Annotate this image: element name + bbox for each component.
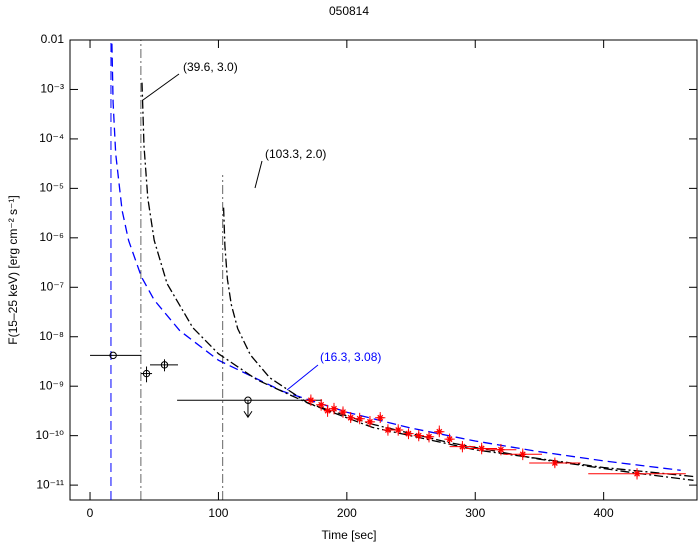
data-point (394, 426, 402, 434)
data-point (415, 432, 423, 440)
y-tick-label: 10⁻³ (40, 82, 64, 96)
y-tick-label: 10⁻⁴ (39, 131, 64, 145)
data-point (446, 435, 454, 443)
data-point (633, 470, 641, 478)
data-point (519, 450, 527, 458)
data-point (109, 351, 117, 360)
annotation: (16.3, 3.08) (320, 350, 381, 364)
data-point (307, 396, 315, 404)
data-point (142, 369, 151, 378)
data-point (330, 405, 338, 413)
data-point (497, 446, 505, 454)
model-curve (111, 43, 681, 471)
y-tick-label: 10⁻⁸ (39, 329, 64, 343)
x-tick-label: 100 (208, 506, 228, 520)
annotation-arrow (286, 364, 319, 391)
annotation-arrow (254, 160, 263, 189)
y-tick-label: 10⁻⁶ (39, 230, 64, 244)
annotation: (39.6, 3.0) (183, 60, 238, 74)
upper-limit-arrow (243, 400, 253, 419)
data-point (551, 459, 559, 467)
x-tick-label: 300 (465, 506, 485, 520)
data-point (366, 418, 374, 426)
marker (142, 369, 151, 378)
data-point (404, 430, 412, 438)
y-tick-label: 0.01 (41, 32, 65, 46)
data-point (324, 407, 332, 415)
y-tick-label: 10⁻¹⁰ (36, 428, 65, 442)
x-axis-label: Time [sec] (322, 528, 377, 542)
y-tick-label: 10⁻⁹ (39, 378, 64, 392)
marker (160, 361, 169, 369)
y-axis-label: F(15–25 keV) [erg cm⁻² s⁻¹] (6, 195, 20, 344)
y-tick-label: 10⁻⁵ (39, 181, 64, 195)
data-point (425, 433, 433, 441)
data-point (317, 401, 325, 409)
x-tick-label: 0 (87, 506, 94, 520)
model-curve (222, 207, 694, 478)
y-tick-label: 10⁻¹¹ (36, 477, 64, 491)
upper-limit (243, 396, 253, 419)
marker (109, 351, 117, 360)
plot-frame (69, 39, 698, 501)
data-point (339, 408, 347, 416)
x-tick-label: 200 (337, 506, 357, 520)
data-point (478, 444, 486, 452)
chart-title: 050814 (329, 4, 369, 18)
x-tick-label: 400 (594, 506, 614, 520)
plot-area (90, 40, 694, 500)
y-tick-label: 10⁻⁷ (40, 279, 64, 293)
annotation: (103.3, 2.0) (265, 147, 326, 161)
data-point (347, 414, 355, 422)
model-curve (141, 82, 694, 481)
data-point (435, 428, 443, 436)
data-point (160, 361, 169, 369)
data-point (376, 414, 384, 422)
data-point (356, 415, 364, 423)
annotation-arrow (142, 73, 180, 101)
data-point (384, 426, 392, 434)
data-point (458, 443, 466, 451)
